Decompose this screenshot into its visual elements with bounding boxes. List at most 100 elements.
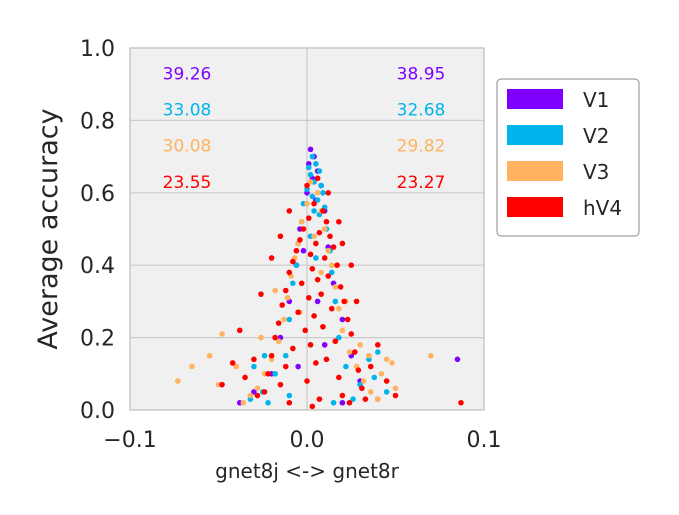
point-hv4: [383, 378, 390, 384]
point-hv4: [355, 367, 362, 373]
ticks-layer: 0.0 0.2 0.4 0.6 0.8 1.0 −0.1 0.0 0.1: [80, 37, 502, 453]
point-hv4: [375, 342, 381, 348]
point-v2: [286, 316, 293, 323]
series-hv4: [219, 175, 464, 410]
point-hv4: [327, 233, 333, 240]
point-v1: [339, 316, 346, 323]
annotation-left-v3: 30.08: [163, 137, 212, 157]
legend-swatch-v2: [507, 125, 563, 145]
point-v3: [298, 218, 305, 225]
point-hv4: [313, 360, 319, 366]
point-v2: [261, 352, 268, 359]
annotation-right-v2: 32.68: [397, 101, 446, 121]
point-v3: [321, 226, 328, 232]
point-hv4: [307, 342, 314, 348]
legend-frame: [496, 78, 640, 237]
point-hv4: [309, 403, 316, 410]
point-v2: [332, 298, 339, 305]
point-v2: [330, 399, 337, 406]
point-hv4: [268, 352, 275, 359]
point-v2: [336, 334, 342, 341]
point-hv4: [339, 392, 346, 399]
annotations-layer: 39.26 38.95 33.08 32.68 30.08 29.82 23.55 23.27: [163, 64, 446, 193]
point-v3: [254, 385, 261, 392]
point-hv4: [290, 345, 296, 352]
point-hv4: [314, 175, 321, 182]
point-hv4: [311, 200, 317, 207]
point-v3: [307, 179, 314, 185]
point-hv4: [359, 385, 365, 392]
point-hv4: [272, 334, 278, 341]
point-v1: [295, 363, 301, 370]
y-tick-label: 0.0: [80, 399, 115, 424]
y-tick-label: 0.6: [80, 182, 115, 207]
x-tick-label: 0.1: [467, 428, 502, 453]
point-v2: [316, 168, 323, 174]
point-v3: [392, 385, 399, 392]
points-layer: [174, 146, 464, 410]
point-v2: [350, 396, 356, 402]
point-hv4: [346, 399, 353, 406]
point-hv4: [305, 294, 312, 301]
point-hv4: [348, 262, 355, 269]
point-v2: [309, 193, 316, 200]
point-hv4: [251, 356, 257, 363]
point-hv4: [304, 182, 310, 189]
point-hv4: [295, 309, 301, 316]
point-v3: [247, 392, 254, 399]
legend-label-v3: V3: [583, 160, 609, 184]
point-hv4: [323, 218, 330, 225]
annotation-right-hv4: 23.27: [397, 173, 446, 193]
legend: V1 V2 V3 hV4: [496, 78, 640, 237]
point-hv4: [353, 298, 360, 305]
point-hv4: [290, 258, 296, 265]
point-hv4: [293, 247, 300, 254]
y-tick-label: 0.4: [80, 254, 115, 279]
point-v1: [454, 356, 461, 363]
point-hv4: [286, 399, 293, 406]
point-v3: [366, 352, 372, 359]
point-v3: [378, 371, 385, 377]
legend-label-hv4: hV4: [583, 196, 622, 220]
point-hv4: [300, 226, 307, 232]
point-v2: [314, 197, 321, 203]
point-v3: [339, 327, 346, 334]
legend-swatch-hv4: [507, 197, 563, 217]
legend-swatch-v1: [507, 89, 563, 109]
plot-frame: [129, 47, 485, 411]
point-v3: [428, 352, 434, 359]
point-v2: [313, 255, 319, 261]
point-hv4: [337, 284, 344, 290]
point-hv4: [314, 276, 321, 283]
point-v2: [272, 371, 278, 377]
point-hv4: [277, 233, 284, 240]
point-hv4: [351, 349, 358, 355]
point-v3: [311, 233, 317, 240]
point-hv4: [219, 381, 225, 388]
point-hv4: [298, 280, 305, 287]
point-hv4: [330, 244, 337, 250]
point-hv4: [316, 229, 323, 236]
point-v3: [281, 316, 287, 323]
point-hv4: [305, 215, 312, 221]
point-hv4: [336, 218, 342, 225]
point-v3: [375, 396, 381, 402]
point-v2: [311, 208, 317, 214]
point-v3: [284, 294, 291, 301]
point-hv4: [254, 392, 261, 399]
point-v3: [272, 287, 278, 294]
legend-label-v1: V1: [583, 88, 609, 112]
point-hv4: [277, 381, 284, 388]
point-v3: [346, 349, 353, 355]
point-hv4: [334, 262, 340, 269]
point-v2: [290, 280, 296, 287]
point-hv4: [341, 298, 347, 305]
point-hv4: [332, 338, 339, 345]
point-v2: [251, 363, 257, 370]
point-v2: [343, 363, 349, 370]
point-v2: [320, 190, 326, 196]
point-v1: [300, 247, 307, 254]
point-v3: [336, 305, 342, 312]
